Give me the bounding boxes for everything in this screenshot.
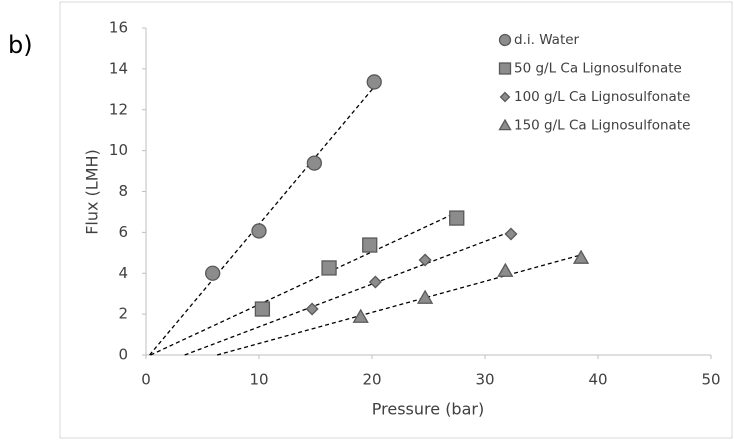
y-tick-label: 16 [109,19,128,37]
y-tick-label: 0 [118,346,128,364]
legend-marker [498,33,512,47]
point [362,237,378,253]
y-tick-label: 12 [109,100,128,118]
point [416,289,434,304]
legend-marker [498,118,512,131]
point [418,253,432,267]
point [368,275,382,289]
y-axis-title: Flux (LMH) [83,149,102,235]
trendline [216,254,582,356]
point [251,223,267,239]
y-tick-label: 4 [118,264,128,282]
trendline [150,211,458,356]
legend-label: 100 g/L Ca Lignosulfonate [514,89,690,105]
point [305,302,319,316]
y-tick-label: 2 [118,305,128,323]
trendline [149,86,375,356]
x-tick-label: 20 [362,371,381,389]
legend-label: 50 g/L Ca Lignosulfonate [514,61,682,77]
x-axis-title: Pressure (bar) [372,400,484,419]
x-tick-label: 40 [588,371,607,389]
point [572,249,590,264]
point [449,210,465,226]
x-tick-label: 30 [475,371,494,389]
panel-label: b) [8,31,33,59]
point [306,155,323,171]
point [205,265,221,281]
point [352,308,369,323]
y-tick-label: 14 [109,59,128,77]
legend-marker [499,91,511,103]
x-tick-label: 10 [249,371,268,389]
x-tick-label: 50 [701,371,720,389]
point [497,262,514,277]
y-tick-label: 10 [109,141,128,159]
point [366,74,382,90]
point [504,227,518,241]
chart-border [59,1,733,439]
y-tick-label: 6 [118,223,128,241]
point [254,301,271,317]
legend-label: d.i. Water [514,32,580,48]
point [321,260,337,276]
x-tick-label: 0 [141,371,151,389]
legend-label: 150 g/L Ca Lignosulfonate [514,118,690,134]
legend-marker [498,62,512,75]
y-tick-label: 8 [118,182,128,200]
trendline [184,230,512,356]
